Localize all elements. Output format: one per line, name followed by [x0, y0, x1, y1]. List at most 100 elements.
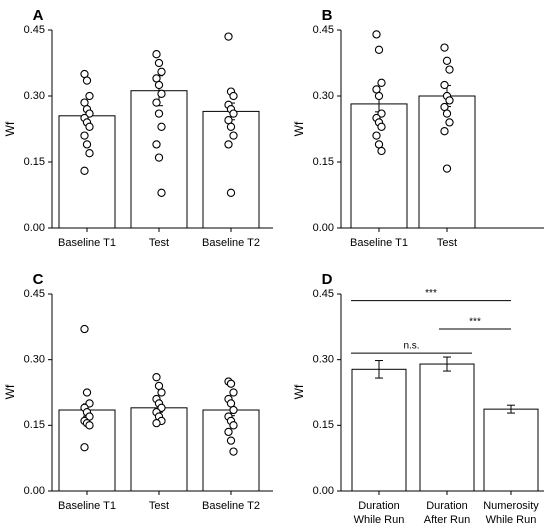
data-point — [229, 421, 238, 430]
data-point — [80, 131, 89, 140]
data-point — [442, 164, 452, 173]
significance-label: *** — [425, 288, 437, 299]
y-tick-label: 0.45 — [24, 24, 45, 36]
data-point — [372, 131, 381, 140]
data-point — [152, 50, 161, 59]
y-axis-label: Wf — [292, 384, 306, 399]
data-point — [82, 388, 92, 397]
x-tick-label: Duration — [358, 500, 400, 512]
panel-b: B Wf 0.00 0.15 0.30 0.45 Baseline T1 Test — [292, 7, 544, 249]
data-point — [374, 45, 384, 54]
y-axis-label: Wf — [3, 121, 17, 136]
x-tick-label: While Run — [486, 514, 537, 526]
x-tick-label: Numerosity — [483, 500, 539, 512]
y-tick-label: 0.45 — [313, 288, 334, 300]
bar — [351, 368, 407, 492]
data-point — [157, 388, 166, 397]
data-point — [442, 109, 452, 118]
panel-letter: A — [33, 7, 44, 24]
data-point — [82, 76, 92, 85]
x-tick-label: Baseline T2 — [202, 500, 260, 512]
x-tick-label: After Run — [424, 514, 470, 526]
data-point — [445, 118, 454, 127]
data-point — [157, 89, 166, 98]
data-point — [152, 418, 161, 428]
x-tick-label: Duration — [426, 500, 468, 512]
data-point — [224, 140, 233, 149]
x-tick-label: While Run — [354, 514, 405, 526]
data-point — [154, 109, 164, 118]
data-point — [157, 122, 166, 131]
data-point — [226, 379, 236, 388]
data-point — [85, 122, 94, 131]
data-point — [229, 131, 238, 140]
data-point — [442, 56, 452, 65]
data-point — [85, 91, 94, 101]
y-tick-label: 0.15 — [24, 419, 45, 431]
data-point — [229, 388, 238, 397]
panel-letter: B — [322, 7, 333, 24]
y-tick-label: 0.00 — [313, 485, 334, 497]
data-point — [154, 153, 164, 162]
data-point — [80, 166, 89, 175]
data-point — [152, 140, 161, 149]
data-point — [152, 373, 161, 382]
data-point — [377, 122, 386, 131]
data-point — [224, 32, 233, 41]
data-point — [82, 140, 92, 149]
data-point — [229, 447, 238, 456]
panel-c: C Wf 0.00 0.15 0.30 0.45 Baseline T1 Test Baseli… — [3, 271, 273, 512]
data-point — [440, 43, 449, 52]
data-point — [372, 30, 381, 39]
data-point — [445, 96, 454, 105]
y-axis-label: Wf — [292, 121, 306, 136]
bar — [419, 363, 475, 492]
x-tick-label: Baseline T1 — [350, 237, 408, 249]
x-tick-label: Test — [437, 237, 457, 249]
bar — [483, 408, 539, 492]
data-point — [229, 109, 238, 118]
data-point — [80, 324, 89, 334]
data-point — [440, 127, 449, 136]
y-tick-label: 0.00 — [313, 222, 334, 234]
bar — [418, 95, 476, 229]
data-point — [226, 188, 236, 197]
data-point — [157, 188, 166, 197]
data-point — [152, 98, 161, 107]
x-tick-label: Test — [149, 237, 169, 249]
y-axis-label: Wf — [3, 384, 17, 399]
y-tick-label: 0.30 — [24, 90, 45, 102]
panel-letter: D — [322, 271, 333, 288]
data-point — [445, 65, 454, 74]
data-point — [377, 78, 386, 87]
data-point — [157, 67, 166, 76]
y-tick-label: 0.30 — [24, 354, 45, 366]
data-point — [229, 91, 238, 101]
y-tick-label: 0.15 — [24, 156, 45, 168]
y-tick-label: 0.30 — [313, 354, 334, 366]
data-point — [440, 80, 449, 90]
significance-label: n.s. — [403, 341, 419, 352]
data-point — [229, 405, 238, 415]
y-tick-label: 0.00 — [24, 222, 45, 234]
data-point — [226, 436, 236, 445]
data-point — [377, 146, 386, 156]
y-tick-label: 0.45 — [24, 288, 45, 300]
panel-d: D Wf 0.00 0.15 0.30 0.45 Duration While Run Dura… — [292, 271, 544, 526]
x-tick-label: Baseline T1 — [58, 237, 116, 249]
data-point — [80, 443, 89, 452]
y-tick-label: 0.30 — [313, 90, 334, 102]
x-tick-label: Baseline T2 — [202, 237, 260, 249]
data-point — [374, 91, 384, 101]
y-tick-label: 0.00 — [24, 485, 45, 497]
data-point — [226, 122, 236, 131]
data-point — [224, 427, 233, 437]
x-tick-label: Test — [149, 500, 169, 512]
panel-a: A Wf 0.00 0.15 0.30 0.45 Baseline T1 Test Baseli… — [3, 7, 273, 249]
data-point — [85, 149, 94, 158]
y-tick-label: 0.15 — [313, 156, 334, 168]
data-point — [154, 58, 164, 68]
data-point — [154, 80, 164, 90]
y-tick-label: 0.15 — [313, 419, 334, 431]
